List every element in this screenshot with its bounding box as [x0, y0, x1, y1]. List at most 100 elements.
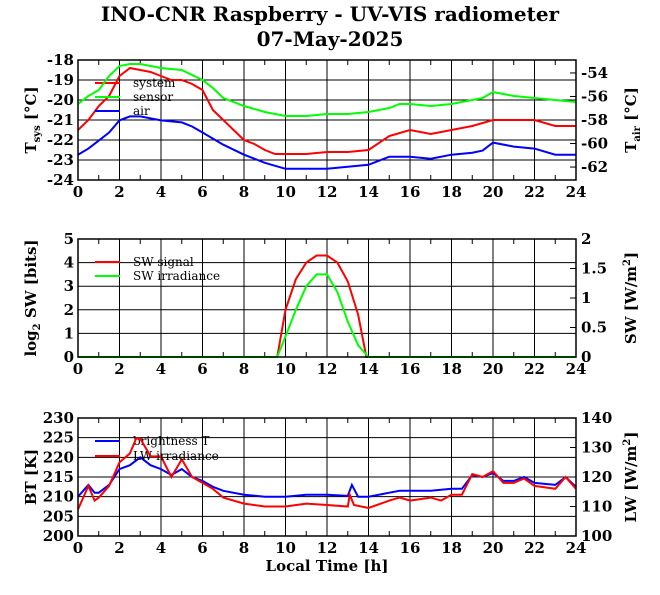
x-tick-label: 22 — [524, 360, 545, 378]
y-right-tick-label: 0 — [581, 348, 591, 366]
y-right-tick-label: 2 — [581, 230, 591, 248]
y-right-tick-label: -62 — [581, 158, 608, 176]
panel-3: 0 2 4 6 8 10 12 14 16 18 20 22 242002052102152202252… — [22, 409, 640, 557]
x-tick-label: 4 — [156, 183, 166, 201]
x-tick-label: 20 — [483, 183, 504, 201]
x-tick-label: 20 — [483, 360, 504, 378]
series-system — [77, 66, 576, 155]
x-tick-label: 2 — [114, 539, 124, 557]
plot-frame — [77, 238, 577, 358]
y-left-label: Tsys [°C] — [22, 86, 43, 153]
chart-subtitle: 07-May-2025 — [257, 27, 404, 51]
y-left-tick-label: 1 — [64, 324, 74, 342]
x-tick-label: 6 — [197, 360, 207, 378]
y-right-tick-label: -58 — [581, 111, 608, 129]
x-tick-label: 4 — [156, 539, 166, 557]
x-tick-label: 24 — [566, 183, 587, 201]
x-tick-label: 18 — [441, 183, 462, 201]
legend-label: air — [133, 104, 150, 118]
legend-label: LW irradiance — [133, 449, 219, 463]
y-right-tick-label: 110 — [581, 498, 612, 516]
y-left-tick-label: -19 — [47, 71, 74, 89]
y-left-tick-label: 3 — [64, 277, 74, 295]
series-air — [77, 115, 576, 170]
y-right-tick-label: 130 — [581, 439, 612, 457]
legend-label: brightness T — [133, 434, 209, 448]
x-tick-label: 14 — [358, 360, 379, 378]
y-right-tick-label: -54 — [581, 64, 608, 82]
y-right-tick-label: 0.5 — [581, 319, 607, 337]
y-left-label: log2 SW [bits] — [22, 239, 43, 356]
chart-title: INO-CNR Raspberry - UV-VIS radiometer — [101, 2, 560, 26]
y-left-tick-label: 230 — [43, 409, 74, 427]
x-tick-label: 10 — [275, 183, 296, 201]
series-sw-irradiance — [78, 273, 576, 358]
x-tick-label: 24 — [566, 360, 587, 378]
x-tick-label: 10 — [275, 360, 296, 378]
y-left-tick-label: -18 — [47, 51, 74, 69]
x-tick-label: 20 — [483, 539, 504, 557]
x-tick-label: 2 — [114, 183, 124, 201]
x-tick-label: 0 — [73, 360, 83, 378]
y-left-tick-label: -23 — [47, 151, 74, 169]
x-tick-label: 6 — [197, 183, 207, 201]
y-left-tick-label: 225 — [43, 429, 74, 447]
y-right-tick-label: 1 — [581, 289, 591, 307]
y-right-tick-label: 140 — [581, 409, 612, 427]
x-tick-label: 2 — [114, 360, 124, 378]
plot-frame — [77, 59, 577, 181]
x-tick-label: 18 — [441, 539, 462, 557]
y-right-label: LW [W/m2] — [622, 432, 640, 523]
x-tick-label: 12 — [317, 539, 338, 557]
y-left-tick-label: 215 — [43, 468, 74, 486]
y-right-tick-label: 120 — [581, 468, 612, 486]
y-left-tick-label: -22 — [47, 131, 74, 149]
x-tick-label: 24 — [566, 539, 587, 557]
y-right-tick-label: -56 — [581, 87, 608, 105]
y-left-tick-label: 220 — [43, 448, 74, 466]
x-tick-label: 22 — [524, 183, 545, 201]
x-tick-label: 12 — [317, 183, 338, 201]
y-right-tick-label: 100 — [581, 527, 612, 545]
x-tick-label: 14 — [358, 539, 379, 557]
y-right-label: SW [W/m2] — [622, 252, 640, 344]
y-left-tick-label: -20 — [47, 91, 74, 109]
x-tick-label: 14 — [358, 183, 379, 201]
x-tick-label: 16 — [400, 183, 421, 201]
y-right-label: Tair [°C] — [622, 87, 643, 153]
y-left-tick-label: -24 — [47, 171, 74, 189]
x-tick-label: 16 — [400, 539, 421, 557]
legend-label: SW signal — [133, 255, 194, 269]
series-sensor — [77, 63, 577, 117]
series-sw-signal — [78, 254, 576, 358]
x-axis-label: Local Time [h] — [266, 557, 389, 575]
y-left-label: BT [K] — [22, 449, 40, 505]
legend-label: sensor — [133, 90, 173, 104]
legend-label: system — [133, 76, 176, 90]
y-left-tick-label: 2 — [64, 301, 74, 319]
y-right-tick-label: -60 — [581, 135, 608, 153]
y-left-tick-label: 205 — [43, 507, 74, 525]
y-left-tick-label: 4 — [64, 254, 74, 272]
x-tick-label: 8 — [239, 360, 249, 378]
x-tick-label: 18 — [441, 360, 462, 378]
y-left-tick-label: 200 — [43, 527, 74, 545]
y-left-tick-label: -21 — [47, 111, 74, 129]
x-tick-label: 0 — [73, 183, 83, 201]
y-left-tick-label: 210 — [43, 488, 74, 506]
panel-1: 0 2 4 6 8 10 12 14 16 18 20 22 24-18-19-20-21-22-23-… — [22, 51, 643, 201]
x-tick-label: 8 — [239, 183, 249, 201]
x-tick-label: 8 — [239, 539, 249, 557]
x-tick-label: 4 — [156, 360, 166, 378]
x-tick-label: 16 — [400, 360, 421, 378]
y-right-tick-label: 1.5 — [581, 260, 607, 278]
x-tick-label: 6 — [197, 539, 207, 557]
y-left-tick-label: 5 — [64, 230, 74, 248]
x-tick-label: 12 — [317, 360, 338, 378]
x-tick-label: 22 — [524, 539, 545, 557]
x-tick-label: 0 — [73, 539, 83, 557]
y-left-tick-label: 0 — [64, 348, 74, 366]
plot-frame — [77, 417, 577, 537]
